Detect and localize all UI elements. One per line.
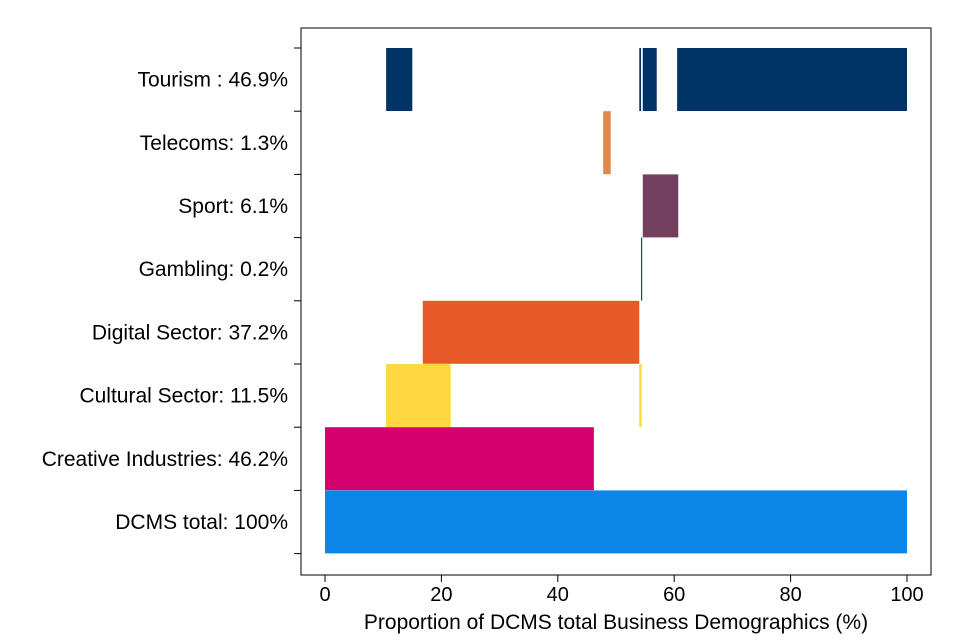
y-tick-label: Telecoms: 1.3% bbox=[140, 132, 288, 155]
y-tick-label: DCMS total: 100% bbox=[115, 511, 288, 534]
x-tick-label: 80 bbox=[779, 584, 801, 606]
bar-tourism-segment-2 bbox=[639, 48, 642, 111]
bar-creative-industries-segment-1 bbox=[325, 427, 594, 491]
bar-gambling-segment-1 bbox=[641, 237, 643, 301]
x-axis-title: Proportion of DCMS total Business Demogr… bbox=[364, 611, 868, 634]
y-axis-ticks bbox=[294, 47, 301, 555]
x-tick-label: 20 bbox=[430, 584, 452, 606]
x-tick-label: 40 bbox=[547, 584, 569, 606]
y-tick-label: Cultural Sector: 11.5% bbox=[79, 385, 288, 408]
bar-sport-segment-1 bbox=[642, 174, 679, 238]
y-tick-label: Sport: 6.1% bbox=[178, 195, 288, 218]
y-tick-label: Gambling: 0.2% bbox=[139, 258, 288, 281]
bar-dcms-total-segment-1 bbox=[325, 490, 907, 554]
bar-digital-sector-segment-1 bbox=[422, 300, 640, 364]
y-axis-labels: Tourism : 46.9% Telecoms: 1.3% Sport: 6.1%… bbox=[42, 69, 288, 534]
x-tick-label: 100 bbox=[890, 584, 923, 606]
bar-tourism-segment-4 bbox=[677, 48, 907, 111]
y-tick-label: Digital Sector: 37.2% bbox=[92, 321, 288, 344]
bar-tourism-segment-3 bbox=[642, 48, 657, 111]
plot-frame bbox=[300, 27, 932, 576]
bars-group bbox=[325, 48, 907, 554]
x-tick-label: 60 bbox=[663, 584, 685, 606]
y-tick-label: Tourism : 46.9% bbox=[137, 69, 288, 92]
bar-cultural-sector-segment-1 bbox=[386, 364, 451, 427]
y-tick-label: Creative Industries: 46.2% bbox=[42, 448, 288, 471]
bar-telecoms-segment-1 bbox=[603, 111, 611, 175]
x-tick-label: 0 bbox=[319, 584, 330, 606]
bar-cultural-sector-segment-2 bbox=[639, 364, 642, 427]
x-axis: 0 20 40 60 80 100 bbox=[319, 575, 924, 606]
bar-tourism-segment-1 bbox=[386, 48, 413, 111]
